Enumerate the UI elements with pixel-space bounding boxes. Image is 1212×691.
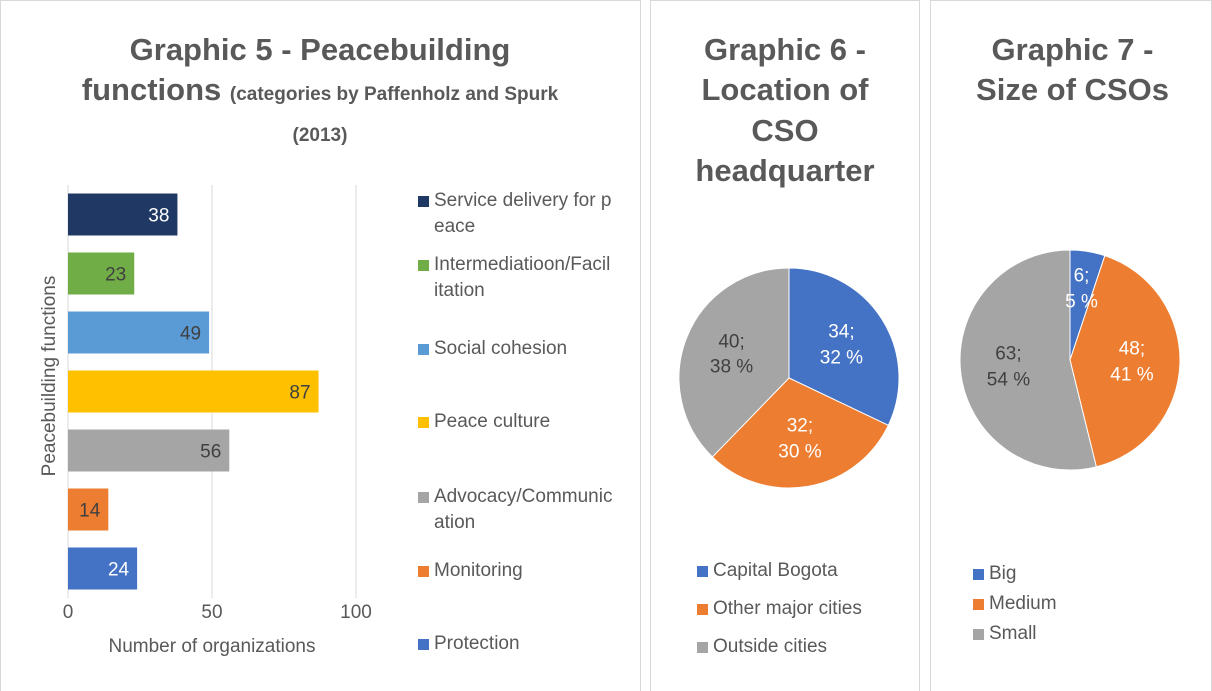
legend-label: Small xyxy=(989,623,1037,644)
data-label: 24 xyxy=(108,560,130,581)
data-label: 56 xyxy=(200,442,221,463)
panel xyxy=(650,0,920,691)
bar xyxy=(68,547,138,590)
chart-title: Graphic 6 - Location of CSO headquarter xyxy=(695,32,875,188)
data-label: 32; 30 % xyxy=(778,415,822,463)
legend-label: Advocacy/Communication xyxy=(434,486,613,533)
legend-label: Outside cities xyxy=(713,636,828,657)
legend-label: Social cohesion xyxy=(434,338,568,359)
legend-label: Protection xyxy=(434,633,520,654)
data-label: 87 xyxy=(289,383,310,404)
legend-label: Medium xyxy=(989,593,1057,614)
chart-title: Graphic 5 - Peacebuilding functions (cat… xyxy=(60,30,580,151)
bar xyxy=(68,429,230,472)
legend-label: Capital Bogota xyxy=(713,560,838,581)
data-label: 23 xyxy=(105,265,126,286)
data-label: 63; 54 % xyxy=(986,343,1031,391)
legend-swatch xyxy=(418,344,429,355)
legend-swatch xyxy=(697,642,708,653)
bar xyxy=(68,193,178,236)
pie-slice xyxy=(711,377,889,489)
legend-swatch xyxy=(973,599,984,610)
pie-slice xyxy=(678,267,790,458)
legend-label: Service delivery for peace xyxy=(434,190,612,237)
pie-slice xyxy=(1069,255,1181,468)
data-label: 49 xyxy=(180,324,201,345)
bar xyxy=(68,252,135,295)
legend-swatch xyxy=(697,604,708,615)
y-axis-title: Peacebuilding functions xyxy=(39,276,60,477)
legend-label: Monitoring xyxy=(434,560,523,581)
data-label: 48; 41 % xyxy=(1110,338,1154,386)
chart-title: Graphic 7 - Size of CSOs xyxy=(976,32,1169,108)
legend-swatch xyxy=(418,417,429,428)
data-label: 34; 32 % xyxy=(819,321,864,368)
legend-label: Big xyxy=(989,563,1017,584)
subtitle: (categories by Paffenholz and Spurk (201… xyxy=(229,84,559,146)
legend-swatch xyxy=(418,260,429,271)
legend-swatch xyxy=(418,639,429,650)
bar xyxy=(68,311,210,354)
x-axis-title: Number of organizations xyxy=(109,636,316,657)
legend-label: Intermediatioon/Facilitation xyxy=(434,254,611,301)
x-tick-label: 100 xyxy=(340,602,372,623)
data-label: 6; 5 % xyxy=(1065,265,1098,312)
data-label: 14 xyxy=(79,501,101,522)
data-label: 38 xyxy=(148,206,169,227)
legend-swatch xyxy=(418,492,429,503)
legend-swatch xyxy=(418,196,429,207)
legend-swatch xyxy=(973,629,984,640)
legend-swatch xyxy=(973,569,984,580)
bar xyxy=(68,488,109,531)
x-tick-label: 0 xyxy=(63,602,74,623)
x-tick-label: 50 xyxy=(201,602,222,623)
legend-swatch xyxy=(418,566,429,577)
legend-label: Other major cities xyxy=(713,598,862,619)
pie-slice xyxy=(959,249,1097,471)
legend-swatch xyxy=(697,566,708,577)
legend-label: Peace culture xyxy=(434,411,551,432)
data-label: 40; 38 % xyxy=(709,331,754,378)
pie-slice xyxy=(788,267,900,426)
title-text: Graphic 5 - Peacebuilding functions xyxy=(81,32,511,108)
panel xyxy=(0,0,641,691)
bar xyxy=(68,370,319,413)
